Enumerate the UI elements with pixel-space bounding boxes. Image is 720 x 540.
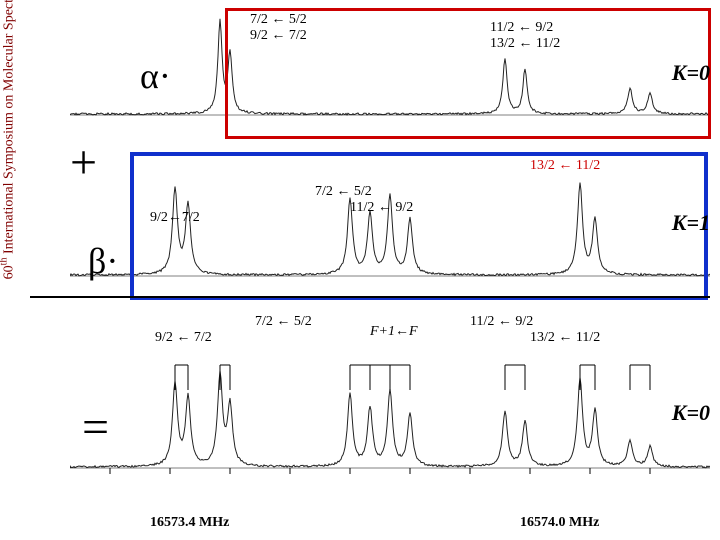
k-label-mid: K=1 [672,210,710,236]
alpha-label: α· [140,55,171,97]
bottom-ann-4: 11/2 ← 9/2 [470,314,533,330]
bottom-ann-1: 9/2 ← 7/2 [155,330,212,346]
beta-ann-0: 13/2 ← 11/2 [530,158,600,174]
freq-right: 16574.0 MHz [520,515,599,531]
beta-ann-1: 9/2←7/2 [150,210,200,226]
bottom-ann-2: 7/2 ← 5/2 [255,314,312,330]
k-label-top: K=0 [672,60,710,86]
sum-spectrum [70,360,710,480]
bottom-ann-3: F+1←F [370,324,418,340]
alpha-ann-4: 13/2 ← 11/2 [490,36,560,52]
sidebar-text-prefix: 60 [1,265,16,279]
bottom-ann-5: 13/2 ← 11/2 [530,330,600,346]
sidebar-text-body: International Symposium on Molecular Spe… [1,0,16,258]
alpha-ann-1: 7/2 ← 5/2 [250,12,307,28]
beta-blue-box [130,152,708,300]
sidebar-text-sup: th [0,258,10,266]
beta-label: β· [88,240,118,282]
alpha-ann-2: 9/2 ← 7/2 [250,28,307,44]
sum-panel [70,360,710,480]
beta-ann-3: 11/2 ← 9/2 [350,200,413,216]
separator-line [30,296,710,298]
freq-left: 16573.4 MHz [150,515,229,531]
sidebar-label: 60th International Symposium on Molecula… [0,0,17,279]
alpha-ann-3: 11/2 ← 9/2 [490,20,553,36]
k-label-bottom: K=0 [672,400,710,426]
beta-ann-2: 7/2 ← 5/2 [315,184,372,200]
equals-operator: = [82,400,109,455]
